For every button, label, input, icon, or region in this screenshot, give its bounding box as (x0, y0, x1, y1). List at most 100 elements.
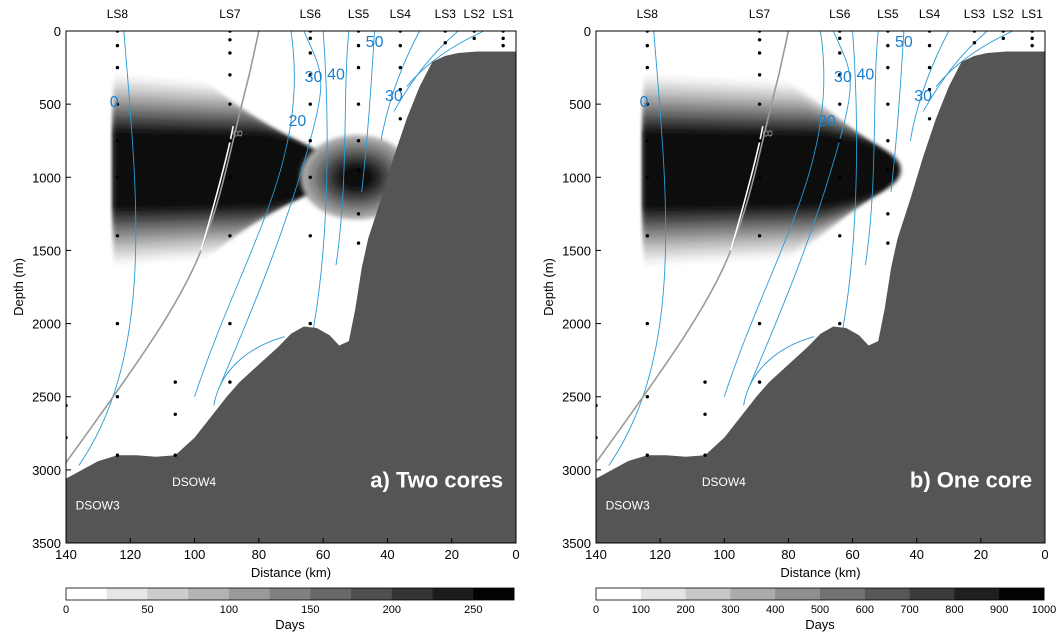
x-tick-label: 120 (649, 547, 671, 562)
sample-dot (398, 117, 402, 121)
contour-line (909, 31, 950, 141)
y-tick-label: 2500 (32, 390, 61, 405)
sample-dot (645, 395, 650, 399)
sample-dot (972, 41, 977, 45)
sample-dot (838, 321, 842, 326)
sample-dots (596, 31, 1034, 457)
x-tick-label: 60 (845, 547, 859, 562)
contour-label: 30 (914, 88, 932, 105)
sample-dot (757, 51, 762, 55)
sample-dot (757, 380, 762, 384)
colorbar-tick-label: 900 (990, 604, 1008, 616)
contour-line (406, 31, 485, 87)
sample-dot (757, 321, 762, 326)
sample-dot (228, 175, 232, 179)
y-tick-label: 0 (54, 24, 61, 39)
sample-dot (757, 234, 762, 238)
sample-dot (308, 321, 312, 326)
x-axis: 140 120 100 80 60 40 20 0 Distance (km) (55, 538, 520, 580)
y-tick-label: 3000 (32, 463, 61, 478)
sample-dot (308, 175, 312, 179)
contour-label: 20 (289, 113, 307, 130)
sample-dot (115, 453, 120, 457)
colorbar-swatch (351, 588, 393, 600)
y-tick-label: 3500 (32, 536, 61, 551)
sample-dot (228, 73, 232, 77)
station-label: LS4 (390, 7, 412, 21)
sample-dot (838, 102, 842, 106)
age-shade-level (644, 130, 901, 210)
station-label: LS3 (964, 7, 986, 21)
y-tick-label: 1500 (32, 243, 61, 258)
sample-dot (1001, 36, 1006, 41)
sample-dot (645, 321, 650, 326)
colorbar-swatch (228, 588, 271, 600)
x-tick-label: 60 (316, 547, 330, 562)
y-tick-label: 1000 (562, 170, 591, 185)
sample-dot (645, 102, 650, 106)
colorbar-swatch (820, 588, 866, 600)
y-axis-title: Depth (m) (541, 258, 556, 316)
contour-line (935, 31, 1014, 87)
contour-label: 40 (327, 66, 345, 83)
colorbar-tick-label: 0 (593, 604, 599, 616)
sample-dot (228, 51, 232, 55)
colorbar-tick-label: 500 (811, 604, 829, 616)
x-tick-label: 80 (252, 547, 266, 562)
colorbar-tick-label: 0 (63, 604, 69, 616)
colorbar-swatch (864, 588, 911, 600)
colorbar-swatch (640, 588, 687, 600)
sample-dot (115, 175, 120, 179)
sample-dot (1030, 43, 1034, 48)
sample-dot (757, 38, 762, 42)
sample-dot (356, 43, 361, 48)
y-axis: 0 500 1000 1500 2000 2500 3000 3500 Depth (m) (541, 24, 601, 551)
sample-dot (886, 139, 890, 143)
sample-dot (703, 453, 707, 457)
contour-line (335, 31, 350, 266)
sample-dot (398, 65, 402, 70)
colorbar-swatch (473, 588, 515, 600)
y-tick-label: 2000 (562, 317, 591, 332)
colorbar-swatch (596, 588, 642, 600)
colorbar-swatch (432, 588, 474, 600)
sample-dot (173, 412, 177, 416)
sample-dot (757, 139, 762, 143)
contour-label: 0 (640, 94, 649, 111)
contour-line (864, 31, 879, 266)
station-label: LS7 (219, 7, 241, 21)
contour-label: 30 (305, 69, 323, 86)
colorbar-tick-label: 400 (766, 604, 784, 616)
contour-lines (66, 31, 485, 466)
colorbar-tick-label: 800 (945, 604, 963, 616)
sample-dot (228, 139, 232, 143)
contour-label: 50 (895, 34, 913, 51)
contour-line (890, 31, 905, 192)
contour-line (313, 31, 328, 329)
sample-dot (115, 139, 120, 143)
contour-line (922, 31, 988, 112)
sample-dot (645, 234, 650, 238)
sample-dot (228, 102, 232, 106)
sample-dot (757, 73, 762, 77)
y-axis: 0 500 1000 1500 2000 2500 3000 3500 Depth (m) (11, 24, 71, 551)
sample-dot (1030, 36, 1034, 41)
colorbar-title: Days (275, 617, 305, 632)
sample-dot (115, 43, 120, 48)
contour-line (743, 336, 815, 406)
colorbar-swatch (909, 588, 955, 600)
sample-dot (308, 36, 312, 41)
sample-dot (838, 73, 842, 77)
sample-dot (356, 241, 361, 245)
station-label: LS2 (993, 7, 1015, 21)
contour-label: 30 (834, 69, 852, 86)
x-axis-title: Distance (km) (251, 565, 331, 580)
x-tick-label: 40 (909, 547, 923, 562)
sample-dot (927, 87, 932, 92)
contour-line (78, 31, 137, 466)
sample-dot (228, 321, 232, 326)
colorbar-tick-label: 300 (721, 604, 739, 616)
water-mass-label-dsow3: DSOW3 (76, 498, 120, 512)
